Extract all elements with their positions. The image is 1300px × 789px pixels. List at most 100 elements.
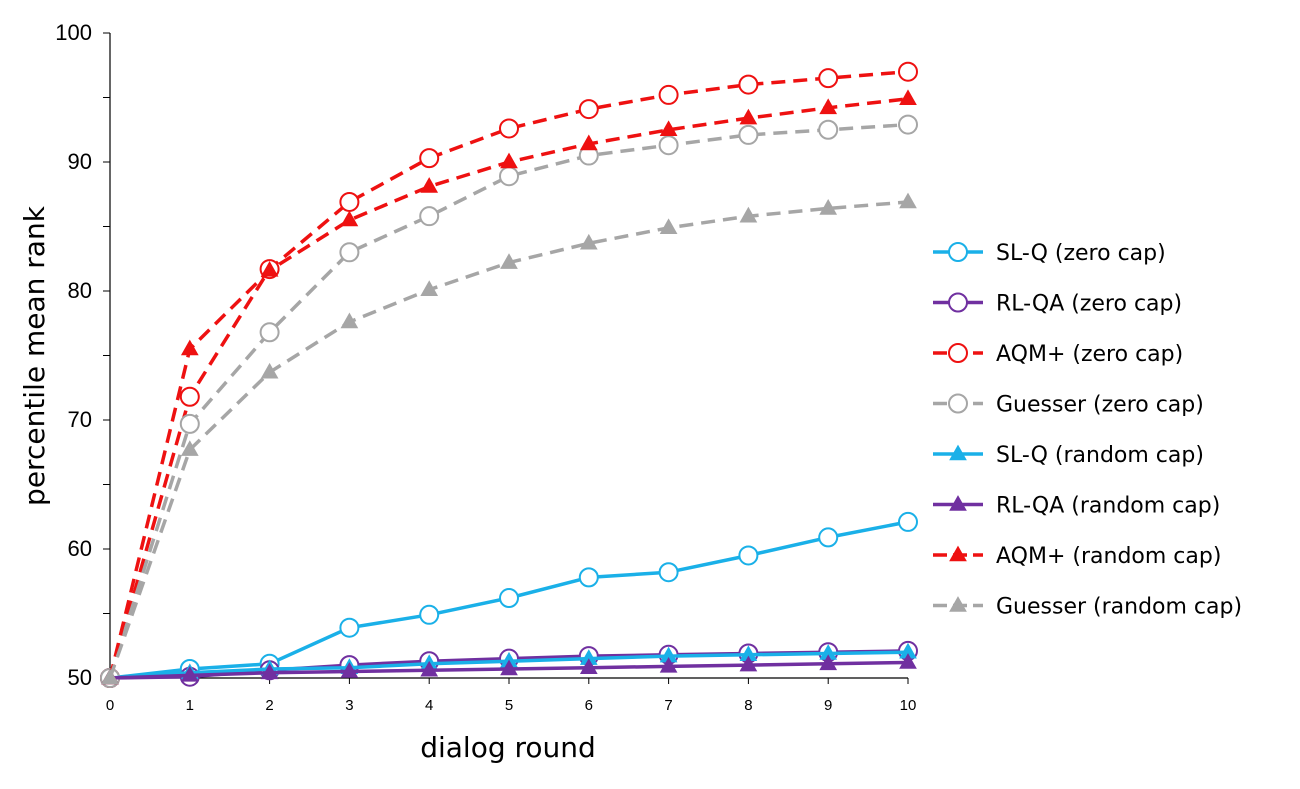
data-point [260,362,279,379]
legend-item: Guesser (random cap) [933,595,1242,620]
data-point [899,89,917,106]
data-point [658,562,679,583]
data-point [818,527,839,548]
data-point [180,666,199,682]
data-point [259,322,280,343]
legend-marker [949,545,967,562]
data-point [658,84,679,105]
legend-item: SL-Q (zero cap) [933,241,1166,266]
data-point [898,61,918,82]
data-point [578,567,599,588]
legend-marker [949,444,967,461]
y-tick-label: 60 [68,536,92,561]
data-point [339,191,360,212]
data-point [499,166,519,187]
data-point [659,120,678,137]
series-2 [100,61,918,688]
chart-axes: 50 60 70 80 90 100 0 1 2 3 4 5 6 7 8 9 10 [55,20,916,714]
series-7 [101,192,917,685]
data-point [260,663,279,680]
data-point [500,152,518,169]
data-point [419,148,440,169]
legend-marker [949,495,967,511]
data-point [658,135,679,156]
legend-marker [949,596,967,612]
x-tick-label: 7 [664,697,672,714]
data-point [499,118,519,139]
data-point [819,199,838,215]
chart-legend: SL-Q (zero cap) RL-QA (zero cap) AQM+ (zer… [933,241,1242,620]
data-point [179,413,200,434]
data-point [659,656,678,673]
legend-label: Guesser (zero cap) [996,393,1204,418]
data-point [819,98,838,115]
data-point [579,658,598,674]
data-point [179,386,200,407]
legend-label: SL-Q (zero cap) [996,241,1166,266]
data-point [419,206,440,227]
data-point [898,511,918,532]
data-point [420,177,439,193]
data-point [818,68,839,89]
data-point [260,260,279,277]
legend-label: SL-Q (random cap) [996,443,1204,468]
legend-marker [948,292,968,313]
data-point [340,312,359,329]
data-point [579,233,598,250]
data-point [101,668,119,685]
data-point [899,192,917,209]
y-tick-label: 80 [68,278,92,303]
legend-marker [948,393,968,414]
series-5 [101,653,917,685]
data-point [899,653,917,669]
x-tick-label: 4 [425,697,433,714]
legend-item: AQM+ (random cap) [933,544,1221,569]
x-tick-label: 8 [744,697,752,714]
data-point [340,662,359,678]
data-point [499,588,519,609]
x-tick-label: 3 [345,697,353,714]
legend-label: RL-QA (random cap) [996,494,1220,519]
data-point [818,119,839,140]
legend-item: SL-Q (random cap) [933,443,1204,468]
chart-series [100,61,918,688]
legend-item: RL-QA (random cap) [933,494,1220,519]
x-tick-label: 6 [585,697,593,714]
legend-item: AQM+ (zero cap) [933,342,1183,367]
legend-label: RL-QA (zero cap) [996,292,1182,317]
data-point [739,655,758,672]
data-point [420,280,439,296]
data-point [739,108,758,125]
data-point [898,114,918,135]
y-tick-label: 90 [68,149,92,174]
y-tick-label: 70 [68,407,92,432]
legend-marker [948,343,968,363]
x-tick-label: 5 [505,697,513,714]
series-line [108,69,909,679]
data-point [500,253,518,269]
legend-label: Guesser (random cap) [996,595,1242,620]
legend-label: AQM+ (zero cap) [996,342,1183,367]
x-tick-label: 0 [106,697,114,714]
legend-item: RL-QA (zero cap) [933,292,1182,317]
data-point [180,339,199,356]
data-point [579,134,598,151]
data-point [819,654,838,671]
data-point [500,659,518,676]
data-point [339,617,360,638]
series-line [108,122,909,679]
data-point [659,218,678,235]
x-axis-title: dialog round [420,731,596,764]
x-tick-label: 2 [265,697,273,714]
data-point [180,440,199,456]
data-point [739,206,758,223]
data-point [419,604,440,625]
y-axis-title: percentile mean rank [18,205,51,506]
x-tick-label: 9 [824,697,832,714]
data-point [339,242,360,263]
y-tick-label: 50 [68,665,92,690]
data-point [738,74,759,95]
legend-item: Guesser (zero cap) [933,393,1204,418]
x-tick-label: 10 [900,697,917,714]
